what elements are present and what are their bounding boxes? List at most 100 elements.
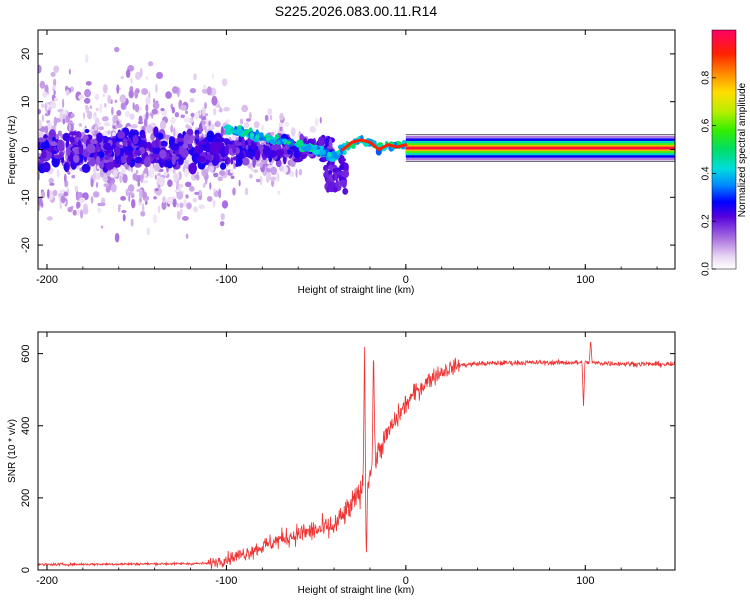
spectrogram-cell: [157, 205, 161, 214]
spectrogram-cell: [333, 172, 338, 181]
spectrogram-cell: [68, 123, 71, 132]
spectrogram-cell: [135, 71, 142, 80]
spectrogram-cell: [189, 98, 195, 103]
spectrogram-x-tick-label: -100: [215, 274, 237, 286]
spectrogram-cell: [223, 106, 230, 112]
spectrogram-cell: [77, 208, 80, 216]
spectrogram-cell: [201, 121, 207, 125]
spectrogram-cell: [162, 196, 166, 204]
spectrogram-y-tick-label: 0: [20, 146, 32, 152]
spectrogram-cell: [151, 108, 158, 115]
spectrogram-cell: [116, 120, 120, 125]
spectrogram-cell: [73, 154, 80, 164]
spectrogram-cell: [189, 87, 197, 94]
spectrogram-cell: [128, 194, 131, 202]
spectrogram-cell: [62, 132, 71, 142]
spectrogram-cell: [38, 197, 43, 206]
spectrogram-cell: [170, 143, 180, 151]
spectrogram-cell: [319, 116, 322, 124]
spectrogram-cell: [112, 131, 116, 137]
spectrogram-cell: [44, 102, 48, 112]
spectrogram-cell: [186, 140, 194, 145]
spectrogram-cell: [142, 203, 145, 213]
spectrogram-cell: [96, 122, 102, 126]
spectrogram-cell: [87, 156, 91, 162]
spectrogram-cell: [131, 124, 138, 129]
spectrogram-cell: [206, 154, 213, 161]
spectrogram-cell: [114, 99, 118, 104]
spectrogram-cell: [250, 140, 257, 151]
spectrogram-cell: [38, 108, 42, 115]
spectrogram-cell: [143, 157, 151, 168]
spectrogram-cell: [129, 113, 135, 120]
spectrogram-cell: [188, 162, 197, 175]
spectrogram-cell: [235, 157, 243, 167]
spectrogram-cell: [114, 232, 120, 243]
spectrogram-cell: [79, 197, 86, 203]
spectrogram-cell: [49, 182, 55, 186]
spectrogram-cell: [232, 145, 237, 154]
spectrogram-ridge-segment: [368, 140, 381, 151]
spectrogram-cell: [171, 155, 176, 166]
spectrogram-cell: [109, 156, 114, 163]
spectrogram-cell: [312, 149, 321, 155]
spectrogram-cell: [286, 140, 291, 145]
spectrogram-cell: [159, 149, 167, 159]
spectrogram-cell: [244, 187, 249, 196]
spectrogram-cell: [232, 187, 236, 196]
spectrogram-cell: [170, 124, 174, 133]
spectrogram-cell: [134, 104, 140, 113]
spectrogram-cell: [94, 172, 101, 180]
spectrogram-cell: [139, 106, 142, 111]
spectrogram-cells: [38, 46, 587, 243]
spectrogram-cell: [152, 102, 160, 110]
spectrogram-cell: [314, 117, 319, 127]
spectrogram-cell: [245, 144, 249, 150]
spectrogram-cell: [158, 176, 166, 187]
spectrogram-cell: [217, 104, 221, 108]
spectrogram-cell: [332, 167, 339, 173]
chart-title: S225.2026.083.00.11.R14: [275, 3, 438, 19]
spectrogram-cell: [141, 191, 148, 199]
spectrogram-cell: [104, 103, 107, 108]
spectrogram-cell: [332, 151, 338, 159]
spectrogram-cell: [138, 190, 143, 199]
spectrogram-cell: [124, 141, 128, 147]
spectrogram-cell: [74, 185, 79, 193]
spectrogram-cell: [145, 96, 151, 106]
spectrogram-cell: [85, 105, 90, 114]
spectrogram-cell: [98, 126, 105, 131]
spectrogram-cell: [145, 200, 148, 205]
spectrogram-cell: [41, 114, 45, 122]
spectrogram-cell: [93, 112, 97, 116]
spectrogram-cell: [212, 73, 215, 80]
spectrogram-x-label: Height of straight line (km): [298, 285, 415, 296]
spectrogram-cell: [155, 137, 160, 149]
spectrogram-cell: [99, 202, 106, 207]
spectrogram-cell: [275, 149, 285, 157]
spectrogram-cell: [190, 112, 195, 117]
spectrogram-cell: [120, 75, 124, 80]
spectrogram-y-label: Frequency (Hz): [7, 116, 18, 185]
spectrogram-cell: [179, 208, 183, 216]
spectrogram-cell: [255, 129, 259, 135]
spectrogram-cell: [241, 157, 250, 166]
spectrogram-cell: [157, 172, 161, 177]
spectrogram-cell: [184, 159, 189, 166]
spectrogram-cell: [84, 128, 90, 134]
spectrogram-cell: [163, 171, 168, 176]
spectrogram-cell: [56, 139, 65, 152]
spectrogram-cell: [328, 138, 332, 149]
spectrogram-cell: [67, 206, 73, 213]
spectrogram-cell: [197, 190, 203, 197]
colorbar-ticks: 0.0 0.2 0.4 0.6 0.8: [701, 70, 716, 276]
spectrogram-cell: [255, 178, 261, 183]
spectrogram-cell: [159, 120, 166, 130]
spectrogram-cell: [48, 177, 54, 184]
spectrogram-cell: [50, 150, 57, 155]
spectrogram-cell: [78, 123, 83, 127]
spectrogram-ridge-segment: [395, 143, 408, 149]
spectrogram-cell: [214, 121, 221, 128]
spectrogram-cell: [221, 78, 228, 87]
spectrogram-cell: [167, 179, 173, 187]
